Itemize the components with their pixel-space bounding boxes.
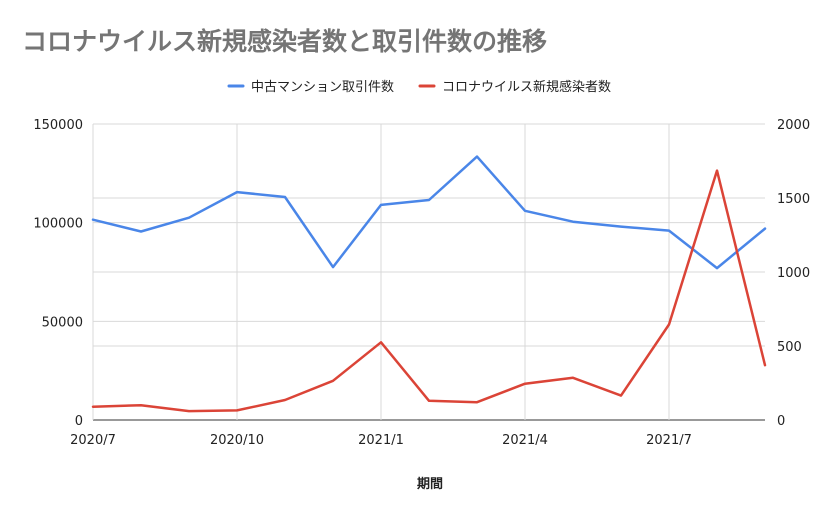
y-tick-label: 0	[75, 414, 83, 429]
chart-title: コロナウイルス新規感染者数と取引件数の推移	[22, 27, 548, 56]
series-layer	[91, 155, 767, 413]
legend-item-2[interactable]: コロナウイルス新規感染者数	[418, 79, 611, 95]
series-line-1	[91, 155, 767, 270]
legend-item-1[interactable]: 中古マンション取引件数	[227, 80, 394, 95]
y2-tick-label: 500	[777, 340, 802, 355]
y2-tick-label: 1000	[777, 266, 810, 281]
x-tick-label: 2021/1	[358, 433, 404, 448]
x-tick-label: 2021/4	[502, 433, 548, 448]
x-tick-label: 2020/10	[210, 433, 264, 448]
y-tick-label: 50000	[42, 315, 83, 330]
x-tick-label: 2021/7	[646, 433, 692, 448]
x-axis-title: 期間	[417, 477, 443, 492]
y2-tick-label: 0	[777, 414, 785, 429]
axis-layer: 0 50000 100000 150000 0 500 1000 1500 2000 2020/7…	[33, 118, 810, 448]
grid-layer	[92, 123, 765, 421]
x-tick-label: 2020/7	[70, 433, 116, 448]
series-line-2	[91, 169, 767, 413]
legend-label: コロナウイルス新規感染者数	[442, 79, 611, 95]
y-tick-label: 150000	[33, 118, 83, 133]
y2-tick-label: 1500	[777, 192, 810, 207]
y-tick-label: 100000	[33, 217, 83, 232]
legend: 中古マンション取引件数 コロナウイルス新規感染者数	[227, 79, 611, 95]
legend-label: 中古マンション取引件数	[251, 80, 394, 95]
y2-tick-label: 2000	[777, 118, 810, 133]
